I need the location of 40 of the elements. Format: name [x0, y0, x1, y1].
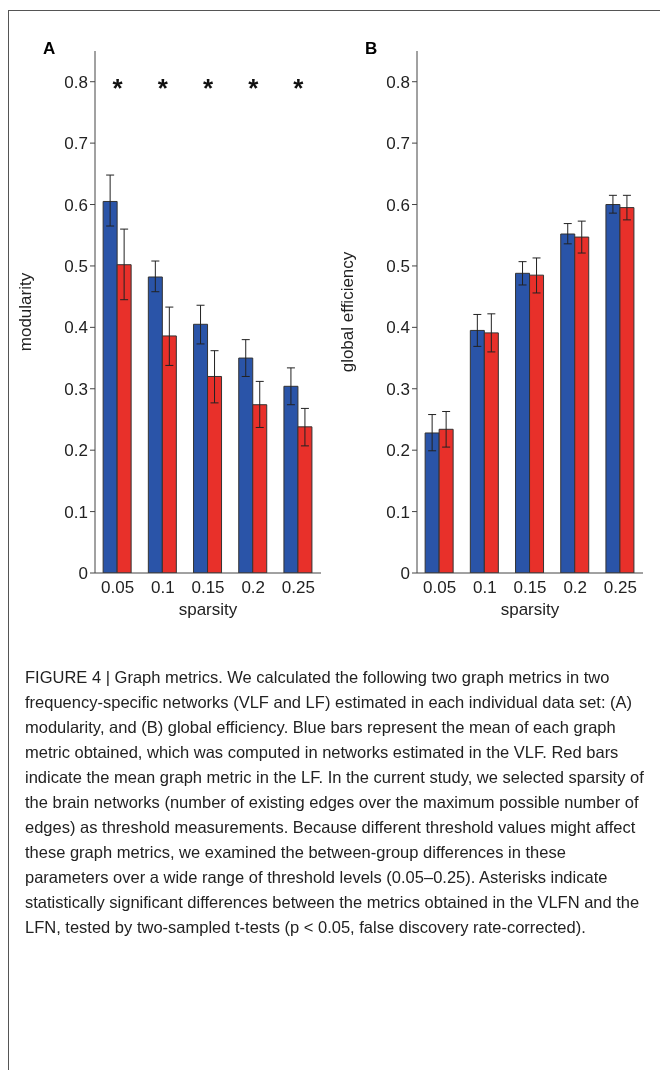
annotation: *	[202, 72, 214, 103]
x-tick-label: 0.05	[101, 578, 135, 598]
y-tick-label: 0.7	[386, 134, 410, 154]
y-tick-label: 0.5	[386, 256, 410, 276]
chart-title: A	[43, 39, 56, 59]
x-tick-label: 0.1	[150, 578, 175, 598]
x-tick-label: 0.2	[241, 578, 266, 598]
y-tick-label: 0.8	[64, 72, 88, 92]
x-tick-label: 0.2	[563, 578, 588, 598]
x-tick-label: 0.25	[603, 578, 637, 598]
x-tick-label: 0.05	[423, 578, 457, 598]
chart-title: B	[365, 39, 378, 59]
y-tick-label: 0.7	[64, 134, 88, 154]
annotation: *	[293, 72, 305, 103]
y-tick-label: 0.4	[386, 318, 410, 338]
y-tick-label: 0.5	[64, 256, 88, 276]
x-tick-label: 0.25	[281, 578, 315, 598]
y-tick-label: 0.1	[64, 502, 88, 522]
y-axis-title: modularity	[16, 272, 36, 352]
y-tick-label: 0.8	[386, 72, 410, 92]
y-axis-title: global efficiency	[338, 251, 358, 373]
y-tick-label: 0	[400, 564, 410, 584]
text: FIGURE 4 | Graph metrics. We calculated the following two graph metrics in two frequency-specific networks (VLF and LF) estimated in each individual data set: (A) modularity, and (B) global efficiency. Blue bars represent the mean of each graph metric obtained, which was computed in networks estimated in the VLF. Red bars indicate the mean graph metric in the LF. In the current study, we selected sparsity of the brain networks (number of existing edges over the maximum possible number of edges) as threshold measurements. Because different threshold values might affect these graph metrics, we examined the between-group differences in these parameters over a wide range of threshold levels (0.05–0.25). Asterisks indicate statistically significant differences between the metrics obtained in the VLFN and the LFN, tested by two-sampled t-tests (p < 0.05, false discovery rate-corrected).	[25, 668, 644, 936]
annotation: *	[248, 72, 260, 103]
y-tick-label: 0.1	[386, 502, 410, 522]
annotation: *	[157, 72, 169, 103]
y-tick-label: 0	[78, 564, 88, 584]
x-tick-label: 0.15	[191, 578, 225, 598]
annotation: *	[112, 72, 124, 103]
x-axis-title: sparsity	[178, 600, 238, 619]
y-tick-label: 0.2	[64, 441, 88, 461]
y-tick-label: 0.4	[64, 318, 88, 338]
x-axis-title: sparsity	[500, 600, 560, 619]
x-tick-label: 0.15	[513, 578, 547, 598]
x-tick-label: 0.1	[472, 578, 497, 598]
y-tick-label: 0.3	[386, 379, 410, 399]
y-tick-label: 0.6	[386, 195, 410, 215]
y-tick-label: 0.3	[64, 379, 88, 399]
y-tick-label: 0.2	[386, 441, 410, 461]
y-tick-label: 0.6	[64, 195, 88, 215]
